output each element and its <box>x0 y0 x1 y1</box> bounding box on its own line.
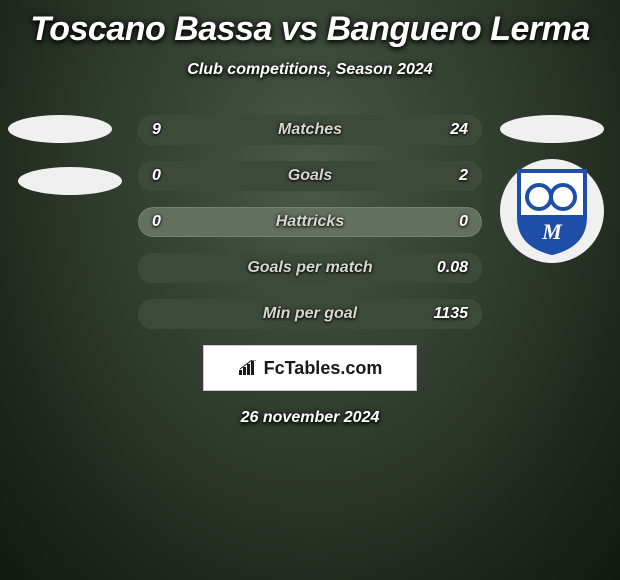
millonarios-shield-icon: M <box>513 167 591 255</box>
stats-area: M 9Matches240Goals20Hattricks0Goals per … <box>0 115 620 329</box>
shield-letter: M <box>541 219 563 244</box>
chart-icon <box>238 360 258 376</box>
page-title: Toscano Bassa vs Banguero Lerma <box>0 0 620 49</box>
stat-row: 0Goals2 <box>138 161 482 191</box>
stat-label: Hattricks <box>138 207 482 237</box>
stat-row: 0Hattricks0 <box>138 207 482 237</box>
stat-label: Goals <box>138 161 482 191</box>
left-club-placeholder-2 <box>18 167 122 195</box>
stat-label: Goals per match <box>138 253 482 283</box>
footer-brand-badge: FcTables.com <box>203 345 417 391</box>
stat-rows: 9Matches240Goals20Hattricks0Goals per ma… <box>138 115 482 329</box>
stat-value-right: 0 <box>459 207 468 237</box>
left-club-placeholder-1 <box>8 115 112 143</box>
footer-brand-text: FcTables.com <box>264 358 383 379</box>
date-line: 26 november 2024 <box>0 409 620 427</box>
right-club-badge: M <box>500 159 604 263</box>
stat-value-right: 1135 <box>434 299 468 329</box>
stat-label: Matches <box>138 115 482 145</box>
right-club-placeholder-top <box>500 115 604 143</box>
stat-value-right: 0.08 <box>437 253 468 283</box>
stat-row: 9Matches24 <box>138 115 482 145</box>
stat-row: Goals per match0.08 <box>138 253 482 283</box>
stat-row: Min per goal1135 <box>138 299 482 329</box>
page-subtitle: Club competitions, Season 2024 <box>0 61 620 79</box>
stat-value-right: 24 <box>450 115 468 145</box>
stat-value-right: 2 <box>459 161 468 191</box>
stat-label: Min per goal <box>138 299 482 329</box>
